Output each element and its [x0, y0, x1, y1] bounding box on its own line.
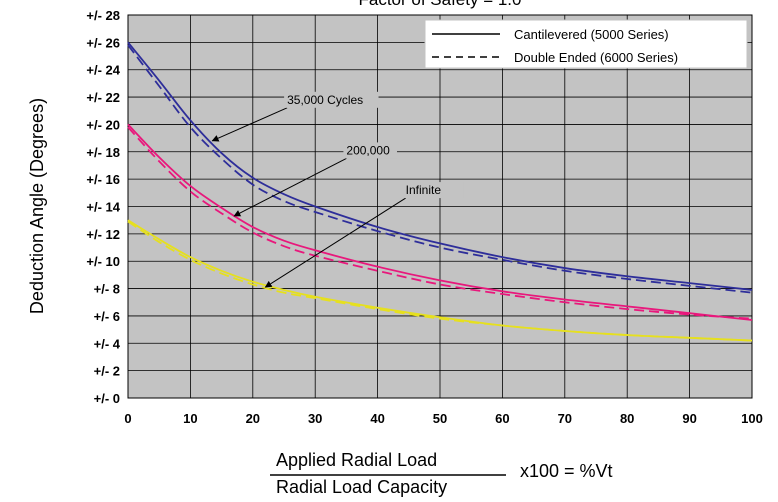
y-tick-label: +/- 18	[86, 145, 120, 160]
series-line-5-dashed	[127, 220, 753, 342]
x-tick-label: 0	[124, 411, 131, 426]
annotations: 35,000 Cycles 200,000 Infinite	[211, 91, 464, 288]
annotation-bg	[284, 91, 379, 108]
y-tick-label: +/- 28	[86, 8, 120, 23]
y-tick-label: +/- 16	[86, 172, 120, 187]
x-tick-label: 10	[183, 411, 197, 426]
x-axis-label-suffix: x100 = %Vt	[520, 461, 613, 481]
annotation-arrow	[264, 197, 406, 288]
y-tick-label: +/- 4	[94, 336, 121, 351]
y-tick-label: +/- 10	[86, 254, 120, 269]
annotation-bg	[402, 182, 464, 199]
x-tick-label: 40	[370, 411, 384, 426]
legend: Cantilevered (5000 Series) Double Ended …	[424, 19, 748, 69]
series-line-3-dashed	[127, 126, 753, 320]
series-line-0-solid	[127, 41, 753, 291]
y-tick-label: +/- 2	[94, 364, 120, 379]
y-tick-label: +/- 0	[94, 391, 120, 406]
annotation-arrow	[211, 107, 288, 142]
x-tick-label: 90	[682, 411, 696, 426]
x-tick-label: 80	[620, 411, 634, 426]
grid-lines	[128, 15, 752, 398]
y-tick-label: +/- 24	[86, 63, 120, 78]
x-tick-label: 20	[246, 411, 260, 426]
series-line-2-solid	[127, 123, 753, 321]
x-tick-label: 50	[433, 411, 447, 426]
annotation-label: 200,000	[346, 143, 390, 157]
x-axis-label-numerator: Applied Radial Load	[276, 450, 438, 470]
annotation-label: 35,000 Cycles	[287, 93, 363, 107]
annotation-arrow	[233, 157, 347, 217]
x-tick-label: 70	[558, 411, 572, 426]
y-tick-labels: +/- 0 +/- 2 +/- 4 +/- 6 +/- 8 +/- 10 +/- 12 +/-…	[86, 8, 120, 406]
series-line-1-dashed	[127, 44, 753, 294]
y-tick-label: +/- 26	[86, 35, 120, 50]
x-axis-label-denominator: Radial Load Capacity	[276, 477, 448, 497]
y-tick-label: +/- 12	[86, 227, 120, 242]
series-lines	[127, 41, 753, 342]
x-tick-label: 100	[741, 411, 763, 426]
legend-entry-cantilevered: Cantilevered (5000 Series)	[514, 27, 669, 42]
annotation-label: Infinite	[406, 183, 442, 197]
y-tick-label: +/- 14	[86, 200, 120, 215]
y-axis-label: Deduction Angle (Degrees)	[27, 98, 47, 314]
x-tick-label: 30	[308, 411, 322, 426]
y-tick-label: +/- 8	[94, 282, 120, 297]
y-tick-label: +/- 22	[86, 90, 120, 105]
x-tick-label: 60	[495, 411, 509, 426]
x-tick-labels: 0 10 20 30 40 50 60 70 80 90 100	[124, 411, 762, 426]
y-tick-label: +/- 20	[86, 117, 120, 132]
annotation-bg	[343, 142, 397, 159]
legend-entry-double-ended: Double Ended (6000 Series)	[514, 50, 678, 65]
chart-title: Factor of Safety = 1.0	[358, 0, 521, 9]
legend-box	[424, 19, 748, 69]
y-tick-label: +/- 6	[94, 309, 120, 324]
